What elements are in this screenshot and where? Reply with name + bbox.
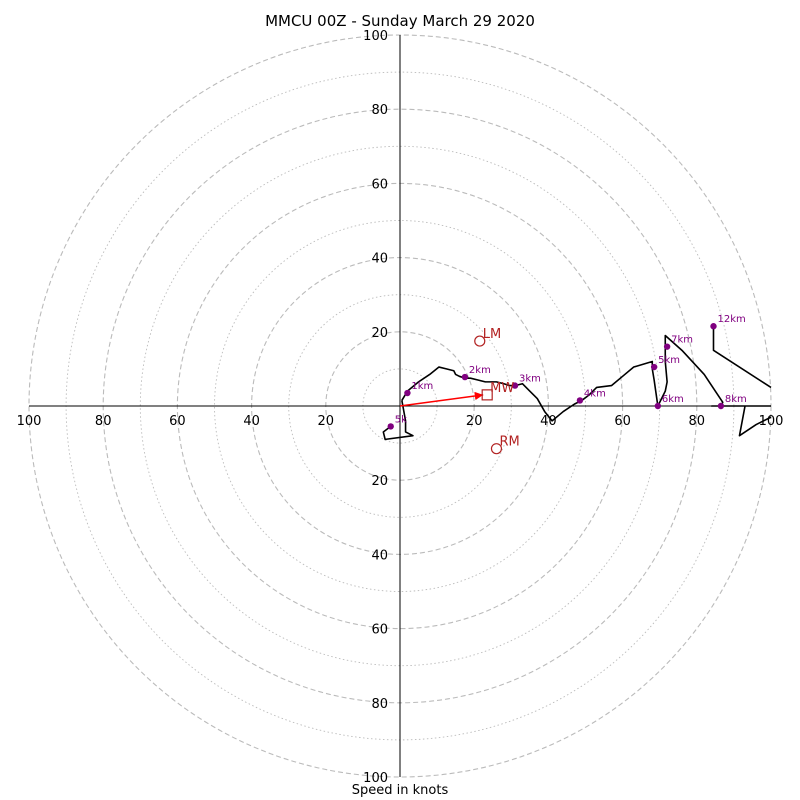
- x-tick-label: 100: [17, 414, 42, 429]
- storm-motion-label: MW: [490, 381, 514, 396]
- height-marker: [650, 363, 658, 371]
- hodograph-trace-low: [382, 400, 414, 441]
- chart-title: MMCU 00Z - Sunday March 29 2020: [265, 12, 535, 30]
- y-tick-label: 100: [363, 29, 388, 44]
- mean-wind-marker: [481, 389, 493, 401]
- x-axis-label: Speed in knots: [351, 783, 449, 798]
- storm-motion-label: LM: [483, 327, 501, 342]
- x-tick-label: 20: [466, 414, 483, 429]
- y-tick-label: 60: [371, 623, 388, 638]
- x-tick-label: 20: [318, 414, 335, 429]
- x-tick-label: 60: [169, 414, 186, 429]
- y-tick-label: 60: [371, 177, 388, 192]
- height-label: 8km: [725, 394, 747, 405]
- y-tick-label: 100: [363, 771, 388, 786]
- storm-motion-marker: [490, 443, 503, 455]
- hodograph-trace-upper: [712, 328, 772, 389]
- x-tick-label: 80: [689, 414, 706, 429]
- height-marker: [710, 323, 717, 330]
- height-marker: [654, 402, 662, 410]
- y-tick-label: 20: [371, 474, 388, 489]
- x-tick-label: 40: [243, 414, 260, 429]
- height-label: 1km: [411, 381, 433, 392]
- height-label: 6km: [662, 394, 684, 405]
- height-marker: [511, 382, 519, 389]
- y-tick-label: 80: [371, 103, 388, 118]
- height-label: 12km: [717, 314, 745, 325]
- y-tick-label: 80: [371, 697, 388, 712]
- x-tick-label: 60: [614, 414, 631, 429]
- height-marker: [576, 397, 584, 404]
- height-label: 4km: [584, 388, 606, 399]
- height-marker: [387, 423, 394, 430]
- mean-wind-arrow: [399, 391, 484, 407]
- y-tick-label: 20: [371, 326, 388, 341]
- x-tick-label: 100: [759, 414, 784, 429]
- y-tick-label: 40: [371, 252, 388, 267]
- height-label: 5k: [395, 414, 407, 425]
- y-tick-label: 40: [371, 548, 388, 563]
- hodograph-trace: [401, 334, 771, 422]
- x-tick-label: 40: [540, 414, 557, 429]
- x-tick-label: 80: [95, 414, 112, 429]
- height-marker: [663, 343, 671, 350]
- hodograph-trace-tail: [738, 405, 772, 437]
- height-label: 7km: [671, 335, 693, 346]
- height-label: 5km: [658, 355, 680, 366]
- storm-motion-marker: [474, 335, 486, 347]
- height-label: 3km: [519, 374, 541, 385]
- height-marker: [717, 402, 725, 410]
- storm-motion-label: RM: [499, 435, 519, 450]
- height-marker: [461, 373, 469, 381]
- height-marker: [404, 389, 411, 397]
- height-label: 2km: [469, 365, 491, 376]
